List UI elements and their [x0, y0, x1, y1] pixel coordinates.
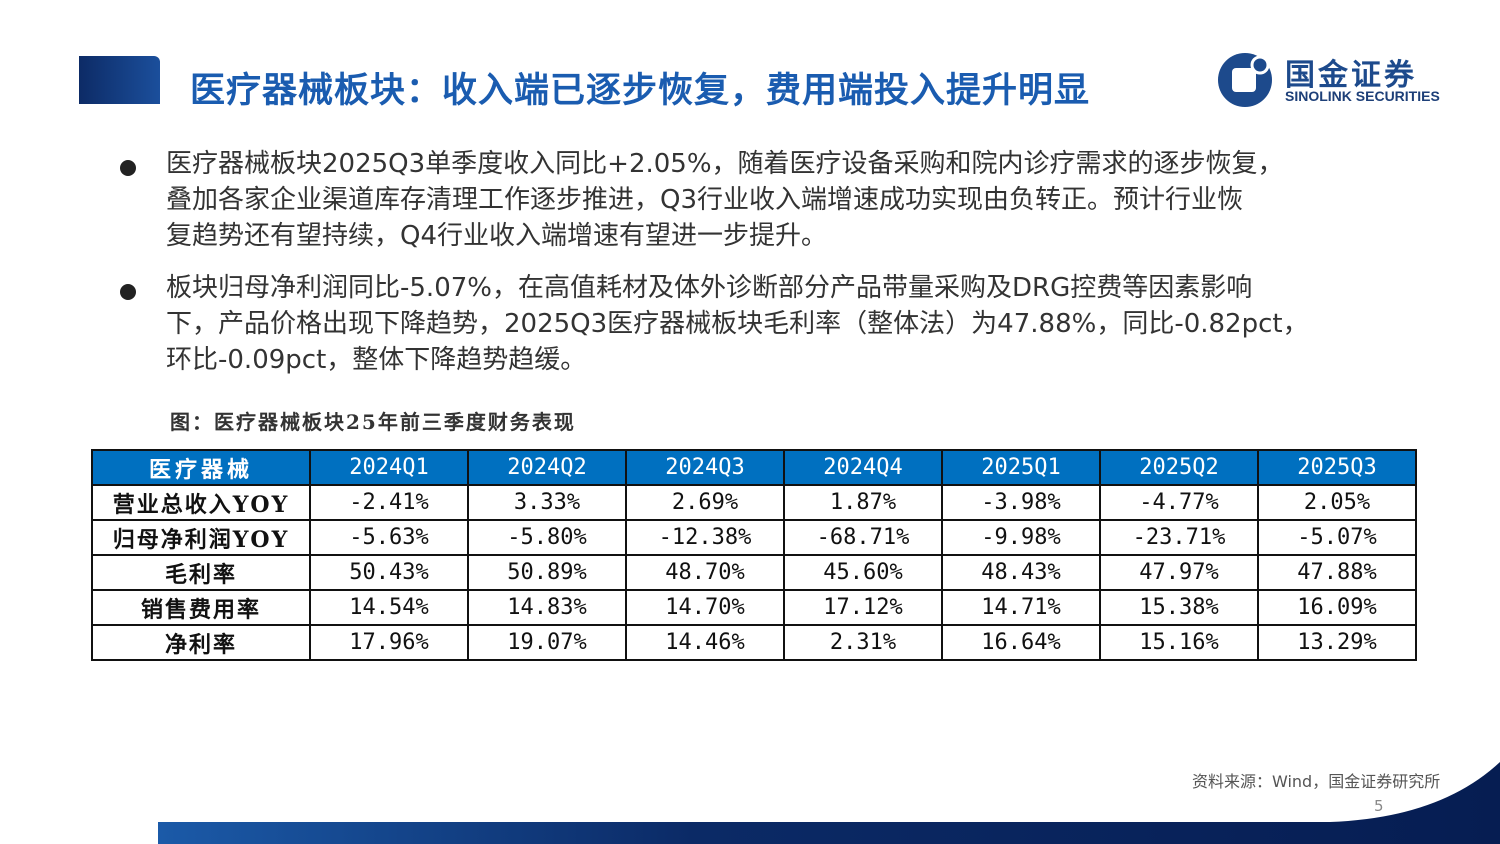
bullet-list: 医疗器械板块2025Q3单季度收入同比+2.05%，随着医疗设备采购和院内诊疗需… — [120, 146, 1420, 394]
table-row: 营业总收入YOY -2.41% 3.33% 2.69% 1.87% -3.98% -4.77… — [91, 484, 1417, 521]
table-cell: 2.05% — [1257, 484, 1417, 521]
bullet-line: 环比-0.09pct，整体下降趋势趋缓。 — [166, 345, 587, 375]
title-accent-block — [79, 56, 160, 104]
table-row: 销售费用率 14.54% 14.83% 14.70% 17.12% 14.71% 15.38… — [91, 589, 1417, 626]
table-cell: 2.31% — [783, 624, 943, 661]
table-cell: 14.83% — [467, 589, 627, 626]
table-cell: 48.43% — [941, 554, 1101, 591]
table-row: 毛利率 50.43% 50.89% 48.70% 45.60% 48.43% 47.97% 4… — [91, 554, 1417, 591]
column-header: 2025Q3 — [1257, 449, 1417, 486]
table-corner-header: 医疗器械 — [91, 449, 311, 486]
page-title: 医疗器械板块：收入端已逐步恢复，费用端投入提升明显 — [190, 71, 1091, 111]
row-header: 毛利率 — [91, 554, 311, 591]
page-number: 5 — [1374, 797, 1384, 815]
logo-mark-icon — [1218, 53, 1272, 107]
table-cell: 1.87% — [783, 484, 943, 521]
table-row: 归母净利润YOY -5.63% -5.80% -12.38% -68.71% -9.98%… — [91, 519, 1417, 556]
table-cell: -9.98% — [941, 519, 1101, 556]
column-header: 2024Q4 — [783, 449, 943, 486]
bullet-dot-icon — [120, 284, 136, 300]
column-header: 2025Q2 — [1099, 449, 1259, 486]
table-cell: 45.60% — [783, 554, 943, 591]
table-row: 净利率 17.96% 19.07% 14.46% 2.31% 16.64% 15.16% 13… — [91, 624, 1417, 661]
bullet-line: 医疗器械板块2025Q3单季度收入同比+2.05%，随着医疗设备采购和院内诊疗需… — [166, 149, 1284, 179]
financial-table: 医疗器械 2024Q1 2024Q2 2024Q3 2024Q4 2025Q1 2025Q2… — [91, 449, 1417, 661]
bullet-line: 复趋势还有望持续，Q4行业收入端增速有望进一步提升。 — [166, 221, 828, 251]
table-cell: 47.97% — [1099, 554, 1259, 591]
table-cell: 2.69% — [625, 484, 785, 521]
bullet-dot-icon — [120, 160, 136, 176]
table-cell: 48.70% — [625, 554, 785, 591]
table-cell: -5.63% — [309, 519, 469, 556]
table-cell: 15.16% — [1099, 624, 1259, 661]
table-cell: 17.96% — [309, 624, 469, 661]
logo-text-en: SINOLINK SECURITIES — [1285, 88, 1440, 104]
table-cell: 14.70% — [625, 589, 785, 626]
table-cell: 19.07% — [467, 624, 627, 661]
table-cell: 14.71% — [941, 589, 1101, 626]
table-cell: 50.43% — [309, 554, 469, 591]
table-cell: 15.38% — [1099, 589, 1259, 626]
table-cell: 17.12% — [783, 589, 943, 626]
column-header: 2024Q1 — [309, 449, 469, 486]
table-caption: 图：医疗器械板块25年前三季度财务表现 — [170, 410, 576, 434]
table-cell: 13.29% — [1257, 624, 1417, 661]
table-cell: 50.89% — [467, 554, 627, 591]
table-cell: 3.33% — [467, 484, 627, 521]
column-header: 2024Q3 — [625, 449, 785, 486]
bullet-item: 板块归母净利润同比-5.07%，在高值耗材及体外诊断部分产品带量采购及DRG控费… — [120, 270, 1420, 378]
company-logo: 国金证券 SINOLINK SECURITIES — [1217, 50, 1477, 110]
table-cell: -2.41% — [309, 484, 469, 521]
table-cell: -3.98% — [941, 484, 1101, 521]
row-header: 归母净利润YOY — [91, 519, 311, 556]
table-cell: 14.46% — [625, 624, 785, 661]
table-cell: -5.07% — [1257, 519, 1417, 556]
source-note: 资料来源：Wind，国金证券研究所 — [1192, 772, 1441, 791]
column-header: 2025Q1 — [941, 449, 1101, 486]
row-header: 营业总收入YOY — [91, 484, 311, 521]
table-cell: 16.64% — [941, 624, 1101, 661]
table-cell: 16.09% — [1257, 589, 1417, 626]
row-header: 净利率 — [91, 624, 311, 661]
table-cell: -5.80% — [467, 519, 627, 556]
table-cell: 14.54% — [309, 589, 469, 626]
bullet-line: 下，产品价格出现下降趋势，2025Q3医疗器械板块毛利率（整体法）为47.88%… — [166, 309, 1309, 339]
bullet-item: 医疗器械板块2025Q3单季度收入同比+2.05%，随着医疗设备采购和院内诊疗需… — [120, 146, 1420, 254]
logo-text-cn: 国金证券 — [1285, 58, 1417, 93]
table-cell: -68.71% — [783, 519, 943, 556]
table-header-row: 医疗器械 2024Q1 2024Q2 2024Q3 2024Q4 2025Q1 2025Q2… — [91, 449, 1417, 486]
bullet-line: 板块归母净利润同比-5.07%，在高值耗材及体外诊断部分产品带量采购及DRG控费… — [166, 273, 1253, 303]
bullet-line: 叠加各家企业渠道库存清理工作逐步推进，Q3行业收入端增速成功实现由负转正。预计行… — [166, 185, 1244, 215]
table-cell: -12.38% — [625, 519, 785, 556]
table-cell: -23.71% — [1099, 519, 1259, 556]
column-header: 2024Q2 — [467, 449, 627, 486]
table-cell: 47.88% — [1257, 554, 1417, 591]
table-cell: -4.77% — [1099, 484, 1259, 521]
row-header: 销售费用率 — [91, 589, 311, 626]
